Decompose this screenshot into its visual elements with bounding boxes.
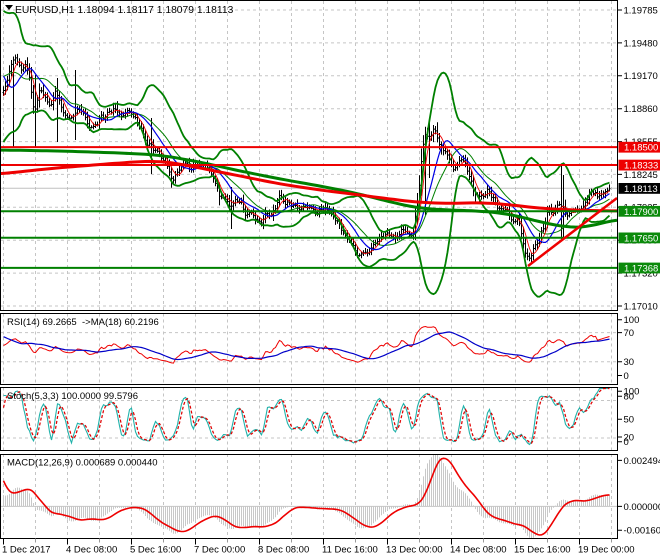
svg-text:1.18245: 1.18245	[624, 170, 658, 181]
svg-text:1.17368: 1.17368	[624, 264, 658, 275]
svg-text:1.17010: 1.17010	[624, 301, 658, 312]
svg-text:RSI(14) 69.2665 ->MA(18) 60.2: RSI(14) 69.2665 ->MA(18) 60.2196	[7, 317, 159, 328]
svg-text:1.18500: 1.18500	[624, 143, 658, 154]
svg-text:Stoch(5,3,3) 100.0000 99.5796: Stoch(5,3,3) 100.0000 99.5796	[7, 391, 138, 402]
svg-text:1.18333: 1.18333	[624, 161, 658, 172]
svg-text:0: 0	[624, 371, 629, 382]
svg-text:80: 80	[624, 392, 635, 403]
svg-text:1.18113: 1.18113	[624, 184, 658, 195]
svg-text:1.18860: 1.18860	[624, 104, 658, 115]
svg-text:1.19480: 1.19480	[624, 38, 658, 49]
svg-text:1 Dec 2017: 1 Dec 2017	[2, 545, 51, 556]
svg-text:100: 100	[624, 315, 640, 326]
svg-text:4 Dec 08:00: 4 Dec 08:00	[66, 545, 117, 556]
svg-text:19 Dec 00:00: 19 Dec 00:00	[578, 545, 635, 556]
svg-text:14 Dec 08:00: 14 Dec 08:00	[450, 545, 507, 556]
svg-text:7 Dec 00:00: 7 Dec 00:00	[194, 545, 245, 556]
svg-text:20: 20	[624, 432, 635, 443]
svg-text:5 Dec 16:00: 5 Dec 16:00	[130, 545, 181, 556]
svg-text:1.17320: 1.17320	[624, 269, 658, 280]
svg-text:0: 0	[624, 437, 629, 448]
svg-text:1.19785: 1.19785	[624, 5, 658, 16]
svg-text:EURUSD,H1 1.18094 1.18117 1.1: EURUSD,H1 1.18094 1.18117 1.18079 1.1811…	[15, 5, 234, 16]
svg-text:0.000000: 0.000000	[624, 502, 660, 513]
svg-text:13 Dec 00:00: 13 Dec 00:00	[386, 545, 443, 556]
svg-text:8 Dec 08:00: 8 Dec 08:00	[258, 545, 309, 556]
svg-text:1.17650: 1.17650	[624, 233, 658, 244]
svg-text:70: 70	[624, 328, 635, 339]
svg-text:15 Dec 16:00: 15 Dec 16:00	[514, 545, 571, 556]
svg-text:1.19170: 1.19170	[624, 71, 658, 82]
svg-text:100: 100	[624, 387, 640, 398]
svg-text:MACD(12,26,9) 0.000689 0.00044: MACD(12,26,9) 0.000689 0.000440	[7, 458, 158, 469]
svg-text:30: 30	[624, 357, 635, 368]
svg-text:11 Dec 16:00: 11 Dec 16:00	[322, 545, 378, 556]
svg-text:50: 50	[624, 415, 635, 426]
svg-text:1.17900: 1.17900	[624, 207, 658, 218]
svg-text:0.002494: 0.002494	[624, 456, 660, 467]
